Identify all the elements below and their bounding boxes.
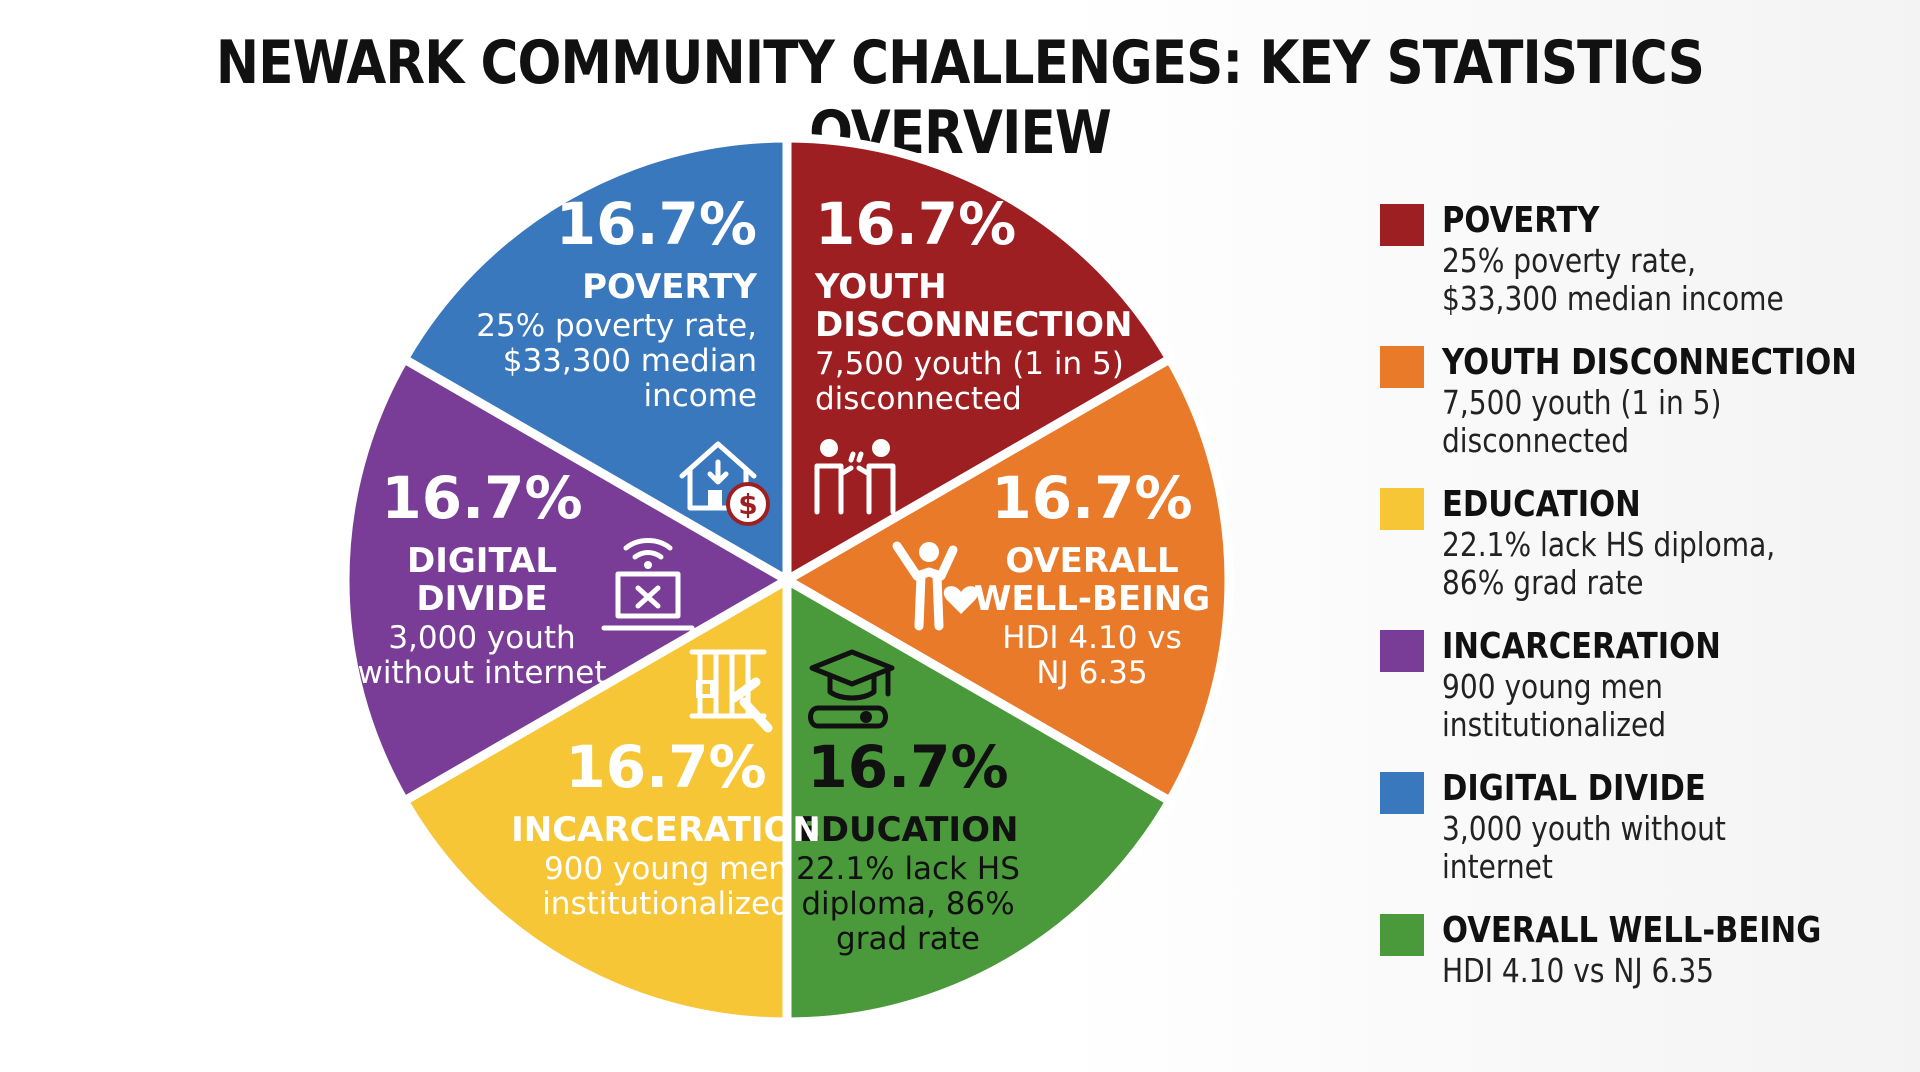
legend-swatch	[1380, 630, 1424, 672]
slice-description-digital-divide: 3,000 youth	[388, 620, 575, 656]
legend-item-overall-well-being: OVERALL WELL-BEING HDI 4.10 vs NJ 6.35	[1380, 910, 1900, 1052]
slice-description-education: diploma, 86%	[801, 886, 1014, 922]
slice-description-overall-well-being: HDI 4.10 vs	[1002, 620, 1182, 656]
slice-description-poverty: income	[643, 378, 757, 414]
chart-title: NEWARK COMMUNITY CHALLENGES: KEY STATIST…	[215, 28, 1705, 168]
legend-description: disconnected	[1442, 421, 1630, 460]
slice-category-label-overall-well-being: WELL-BEING	[974, 579, 1210, 619]
legend-description: HDI 4.10 vs NJ 6.35	[1442, 951, 1715, 990]
legend-item-poverty: POVERTY 25% poverty rate, $33,300 median i…	[1380, 200, 1900, 342]
slice-value-label-incarceration: 16.7%	[565, 733, 766, 801]
legend-description: 900 young men	[1442, 667, 1663, 706]
legend-swatch	[1380, 488, 1424, 530]
legend-description: 86% grad rate	[1442, 563, 1644, 602]
legend-description: institutionalized	[1442, 705, 1667, 744]
slice-category-label-digital-divide: DIGITAL	[407, 541, 557, 581]
slice-description-youth-disconnection: disconnected	[815, 381, 1022, 417]
slice-value-label-overall-well-being: 16.7%	[991, 464, 1192, 532]
legend-description: internet	[1442, 847, 1553, 886]
svg-text:$: $	[738, 488, 757, 521]
pie-slice-incarceration	[340, 354, 792, 806]
legend-description: $33,300 median income	[1442, 279, 1784, 318]
legend-label: DIGITAL DIVIDE	[1442, 768, 1706, 809]
slice-category-label-incarceration: INCARCERATION	[511, 810, 821, 850]
legend-description: 7,500 youth (1 in 5)	[1442, 383, 1722, 422]
laptop-no-wifi-icon	[601, 538, 695, 631]
jail-gavel-icon	[689, 649, 773, 733]
legend-swatch	[1380, 346, 1424, 388]
legend-swatch	[1380, 204, 1424, 246]
legend-description: 3,000 youth without	[1442, 809, 1726, 848]
legend-label: INCARCERATION	[1442, 626, 1721, 667]
slice-category-label-poverty: POVERTY	[582, 267, 757, 307]
slice-description-overall-well-being: NJ 6.35	[1036, 655, 1147, 691]
slice-value-label-education: 16.7%	[807, 733, 1008, 801]
slice-value-label-poverty: 16.7%	[556, 190, 757, 258]
slice-description-incarceration: 900 young men	[544, 851, 788, 887]
legend-item-incarceration: INCARCERATION 900 young men institutionali…	[1380, 626, 1900, 768]
legend-item-youth-disconnection: YOUTH DISCONNECTION 7,500 youth (1 in 5) d…	[1380, 342, 1900, 484]
legend-label: EDUCATION	[1442, 484, 1641, 525]
legend-label: POVERTY	[1442, 200, 1600, 241]
legend-label: YOUTH DISCONNECTION	[1442, 342, 1857, 383]
slice-category-label-digital-divide: DIVIDE	[416, 579, 547, 619]
disconnected-people-icon	[814, 439, 896, 515]
slice-description-incarceration: institutionalized	[542, 886, 790, 922]
legend-label: OVERALL WELL-BEING	[1442, 910, 1822, 951]
slice-category-label-overall-well-being: OVERALL	[1005, 541, 1178, 581]
slice-category-label-education: EDUCATION	[798, 810, 1019, 850]
slice-value-label-youth-disconnection: 16.7%	[815, 190, 1016, 258]
legend-item-digital-divide: DIGITAL DIVIDE 3,000 youth without interne…	[1380, 768, 1900, 910]
pie-slice-poverty	[782, 133, 1175, 585]
legend-description: 25% poverty rate,	[1442, 241, 1697, 280]
legend-description: 22.1% lack HS diploma,	[1442, 525, 1776, 564]
graduation-cap-icon	[808, 649, 895, 729]
legend-item-education: EDUCATION 22.1% lack HS diploma, 86% grad …	[1380, 484, 1900, 626]
slice-description-poverty: 25% poverty rate,	[476, 308, 757, 344]
house-dollar-icon: $	[679, 441, 770, 526]
pie-slice-youth-disconnection	[782, 354, 1234, 806]
slice-category-label-youth-disconnection: DISCONNECTION	[815, 305, 1133, 345]
slice-description-education: 22.1% lack HS	[796, 851, 1020, 887]
legend: POVERTY 25% poverty rate, $33,300 median i…	[1380, 200, 1900, 1052]
slice-value-label-digital-divide: 16.7%	[381, 464, 582, 532]
slice-description-education: grad rate	[836, 921, 980, 957]
slice-description-poverty: $33,300 median	[503, 343, 757, 379]
slice-category-label-youth-disconnection: YOUTH	[814, 267, 947, 307]
slice-description-digital-divide: without internet	[358, 655, 607, 691]
pie-slice-education	[399, 575, 792, 1027]
pie-slice-overall-well-being	[782, 575, 1175, 1027]
person-heart-icon	[892, 541, 979, 631]
legend-swatch	[1380, 914, 1424, 956]
slice-description-youth-disconnection: 7,500 youth (1 in 5)	[815, 346, 1124, 382]
legend-swatch	[1380, 772, 1424, 814]
